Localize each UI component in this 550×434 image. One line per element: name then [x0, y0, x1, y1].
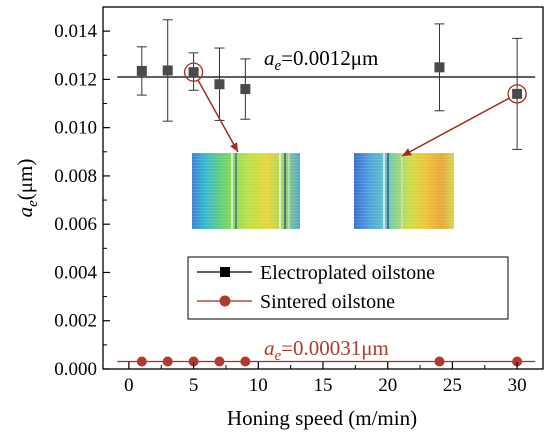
electroplated-mean-annotation: ae=0.0012μm [264, 46, 378, 74]
x-tick-label: 5 [189, 375, 199, 396]
y-tick-label: 0.014 [54, 21, 97, 42]
data-point-sintered [136, 356, 147, 367]
y-axis-ticks: 0.000 0.002 0.004 0.006 0.008 0.010 0.012 0.014 [54, 21, 110, 380]
legend-label-sintered: Sintered oilstone [260, 291, 395, 313]
data-point-electroplated [214, 79, 225, 90]
mean-lines [117, 76, 536, 363]
y-tick-label: 0.004 [54, 262, 97, 283]
y-tick-label: 0.010 [54, 118, 97, 139]
callout-arrow-line [197, 79, 239, 153]
y-tick-label: 0.006 [54, 214, 97, 235]
data-point-sintered [214, 356, 225, 367]
sintered-mean-annotation: ae=0.00031μm [264, 336, 389, 364]
x-tick-label: 20 [378, 375, 397, 396]
callout-arrow-head [402, 148, 412, 156]
data-point-sintered [162, 356, 173, 367]
highlight-circle [183, 62, 204, 82]
callout-arrow-line [401, 97, 510, 157]
legend-marker-sintered [219, 295, 231, 307]
x-tick-label: 25 [443, 375, 462, 396]
y-tick-label: 0.012 [54, 69, 97, 90]
data-point-electroplated [434, 62, 445, 73]
data-points [136, 62, 523, 367]
x-tick-label: 15 [314, 375, 333, 396]
y-tick-label: 0.000 [54, 359, 97, 380]
x-tick-label: 30 [508, 375, 527, 396]
legend-box [187, 256, 509, 320]
surface-image-sintered [354, 153, 454, 229]
data-point-electroplated [136, 65, 147, 76]
surface-image-electroplated [192, 153, 300, 229]
y-tick-label: 0.002 [54, 311, 97, 332]
data-point-electroplated [188, 67, 199, 78]
data-point-sintered [512, 356, 523, 367]
data-point-electroplated [240, 84, 251, 95]
x-tick-label: 10 [249, 375, 268, 396]
data-point-electroplated [162, 65, 173, 76]
data-point-sintered [188, 356, 199, 367]
data-point-electroplated [512, 88, 523, 99]
highlight-callouts [183, 62, 527, 157]
x-tick-label: 0 [124, 375, 134, 396]
y-tick-label: 0.008 [54, 166, 97, 187]
x-axis-title: Honing speed (m/min) [227, 406, 417, 430]
legend-label-electroplated: Electroplated oilstone [260, 262, 435, 284]
callout-arrow-head [230, 142, 238, 152]
legend: Electroplated oilstone Sintered oilstone [187, 256, 509, 320]
x-axis-ticks: 0 5 10 15 20 25 30 [124, 362, 527, 396]
highlight-circle [507, 84, 527, 104]
data-point-sintered [434, 356, 445, 367]
legend-marker-electroplated [220, 267, 230, 277]
y-axis-title: ae(μm) [13, 159, 41, 218]
data-point-sintered [240, 356, 251, 367]
